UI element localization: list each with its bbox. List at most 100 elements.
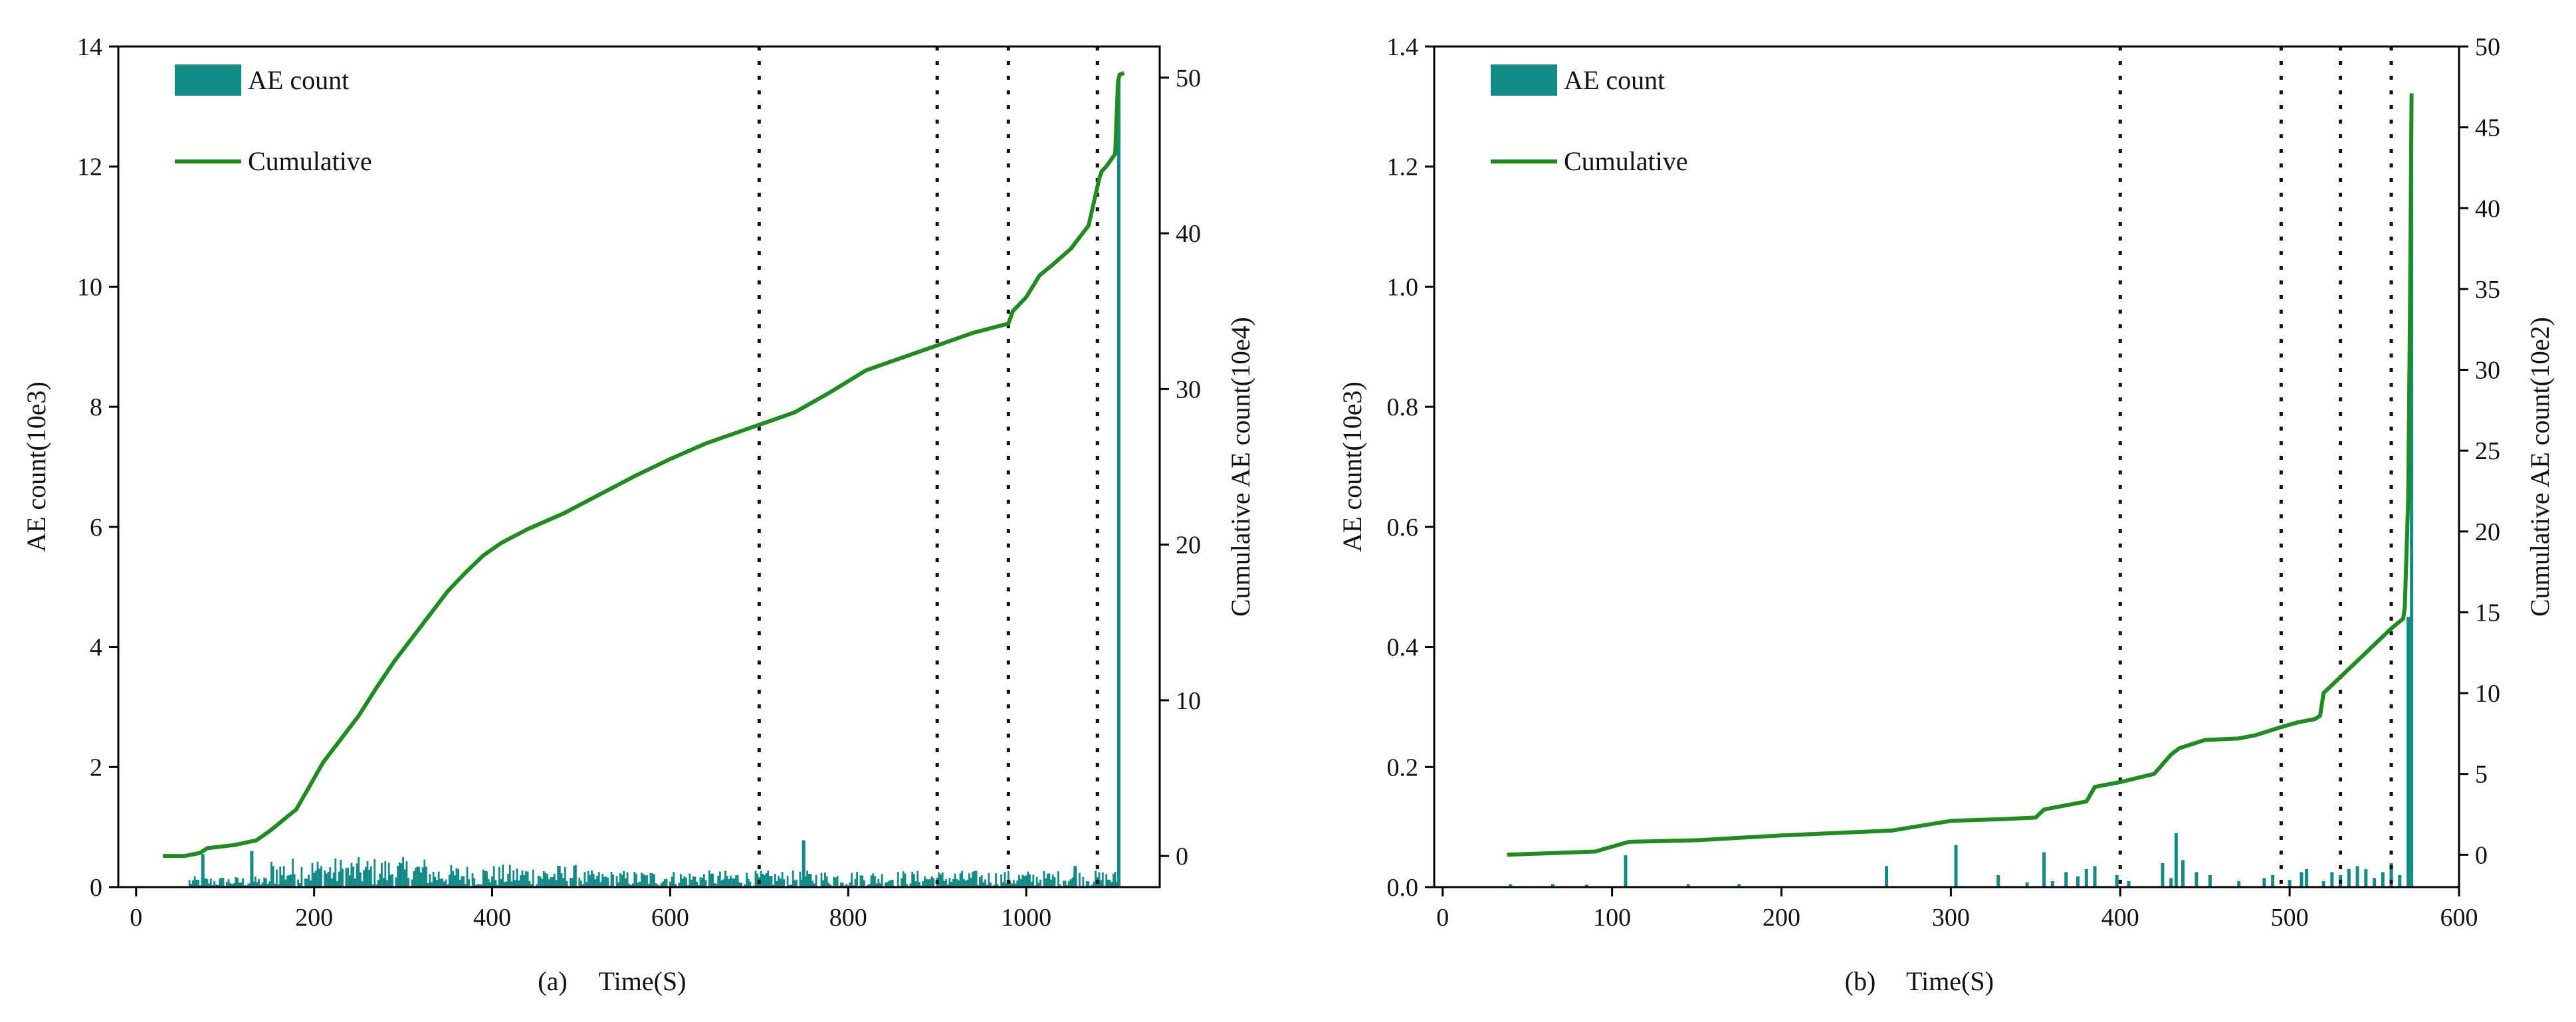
ae-count-bar xyxy=(2195,872,2199,887)
ae-count-bar xyxy=(617,882,620,887)
stage-markers-a xyxy=(757,47,1099,887)
ae-count-bar xyxy=(569,878,572,887)
ae-count-bar xyxy=(407,878,410,887)
ae-count-bar xyxy=(2181,860,2185,887)
ae-count-bar xyxy=(728,878,730,887)
ae-count-bar xyxy=(715,884,718,887)
ae-count-bar xyxy=(642,874,645,887)
ae-count-bar xyxy=(2410,94,2414,887)
ae-count-bar xyxy=(909,883,912,887)
ae-count-bar xyxy=(710,873,712,887)
ae-count-bar xyxy=(225,882,228,887)
ae-count-bar xyxy=(597,872,600,887)
ae-count-bar xyxy=(386,880,388,887)
ae-count-bar xyxy=(943,880,946,887)
ae-count-bar xyxy=(675,884,677,887)
ae-count-bar xyxy=(699,877,702,887)
ae-count-bar xyxy=(2262,878,2266,887)
ae-count-bar xyxy=(877,878,880,887)
y-right-tick-label: 5 xyxy=(2475,761,2488,789)
ae-count-bar xyxy=(669,881,671,887)
ae-count-bar xyxy=(1011,883,1014,887)
ae-count-bar xyxy=(546,874,548,887)
ae-count-bar xyxy=(284,879,287,887)
ae-count-bar xyxy=(986,884,988,887)
ae-count-bar xyxy=(1032,874,1035,887)
ae-count-bar xyxy=(1584,884,1588,887)
x-ticks-b: 0 100 200 300 400 500 600 xyxy=(1436,887,2478,932)
ae-count-bar xyxy=(820,872,823,887)
cumulative-line xyxy=(1507,93,2414,857)
ae-count-bar xyxy=(473,878,476,887)
ae-count-bar xyxy=(1039,879,1041,887)
ae-count-bar xyxy=(518,880,520,887)
ae-count-bar xyxy=(1954,845,1958,887)
ae-count-bar xyxy=(1107,879,1109,887)
ae-count-bar xyxy=(1509,884,1513,887)
ae-count-bar xyxy=(836,876,839,887)
ae-count-bar xyxy=(265,878,267,887)
y-right-tick-label: 10 xyxy=(1176,687,1201,715)
plot-frame-b xyxy=(1433,45,2460,888)
ae-count-bar xyxy=(523,874,526,887)
ae-count-bar xyxy=(689,873,691,887)
ae-count-bar xyxy=(2064,872,2068,887)
ae-count-bar xyxy=(592,874,595,887)
ae-count-bar xyxy=(2381,872,2385,887)
ae-count-bar xyxy=(623,870,625,887)
ae-count-bar xyxy=(542,871,545,887)
ae-count-bar xyxy=(238,882,241,887)
x-tick-label: 200 xyxy=(1763,904,1800,932)
ae-count-bar xyxy=(995,873,997,887)
ae-count-bar xyxy=(261,882,264,887)
ae-count-bar xyxy=(968,873,970,887)
ae-count-bar xyxy=(421,867,424,887)
ae-count-bar xyxy=(324,870,326,887)
ae-count-bar xyxy=(356,863,358,887)
ae-count-bar xyxy=(229,883,232,887)
ae-count-bar xyxy=(859,875,862,887)
ae-count-bar xyxy=(790,884,792,887)
ae-count-bar xyxy=(1085,880,1088,887)
y-ticks-left-b: 0.0 0.2 0.4 0.6 0.8 1.0 1.2 1.4 xyxy=(1387,33,1434,902)
ae-count-bar xyxy=(780,878,782,887)
ae-count-bar xyxy=(282,866,285,887)
legend-b: AE count Cumulative xyxy=(1491,64,1688,176)
ae-count-bar xyxy=(403,869,406,887)
ae-count-bar xyxy=(1002,882,1004,887)
y-axis-title-right-a: Cumulative AE count(10e4) xyxy=(1226,317,1255,617)
ae-count-bar xyxy=(1087,881,1090,887)
ae-count-bar xyxy=(822,880,825,887)
ae-count-bar xyxy=(457,869,460,887)
y-right-tick-label: 0 xyxy=(1176,843,1188,870)
ae-count-bar xyxy=(448,874,451,887)
ae-count-bar xyxy=(970,877,972,887)
ae-count-bar xyxy=(979,876,981,887)
ae-count-bar xyxy=(432,871,435,887)
ae-count-bar xyxy=(615,876,618,887)
ae-count-bar xyxy=(452,870,454,887)
y-left-tick-label: 0 xyxy=(90,874,102,902)
ae-count-bar xyxy=(414,867,417,887)
ae-count-bar xyxy=(708,870,710,887)
x-tick-label: 1000 xyxy=(1001,904,1051,932)
ae-count-bar xyxy=(796,879,798,887)
ae-count-bar xyxy=(959,873,962,887)
ae-count-bar xyxy=(972,871,974,887)
ae-count-bar xyxy=(694,876,697,887)
ae-count-bar xyxy=(2288,880,2292,887)
ae-count-bar xyxy=(872,873,875,887)
x-tick-label: 400 xyxy=(473,904,511,932)
ae-count-bar xyxy=(510,881,513,887)
ae-count-bar xyxy=(195,879,198,887)
ae-count-bar xyxy=(419,872,422,887)
ae-count-bar xyxy=(496,884,498,887)
cumulative-line-b-group xyxy=(1507,93,2414,857)
ae-count-bar xyxy=(904,873,907,887)
ae-count-bar xyxy=(274,883,276,887)
ae-count-bar xyxy=(956,878,958,887)
ae-count-bar xyxy=(366,861,369,887)
ae-count-bar xyxy=(794,880,796,887)
ae-count-bar xyxy=(701,878,703,887)
ae-count-bar xyxy=(359,872,362,887)
